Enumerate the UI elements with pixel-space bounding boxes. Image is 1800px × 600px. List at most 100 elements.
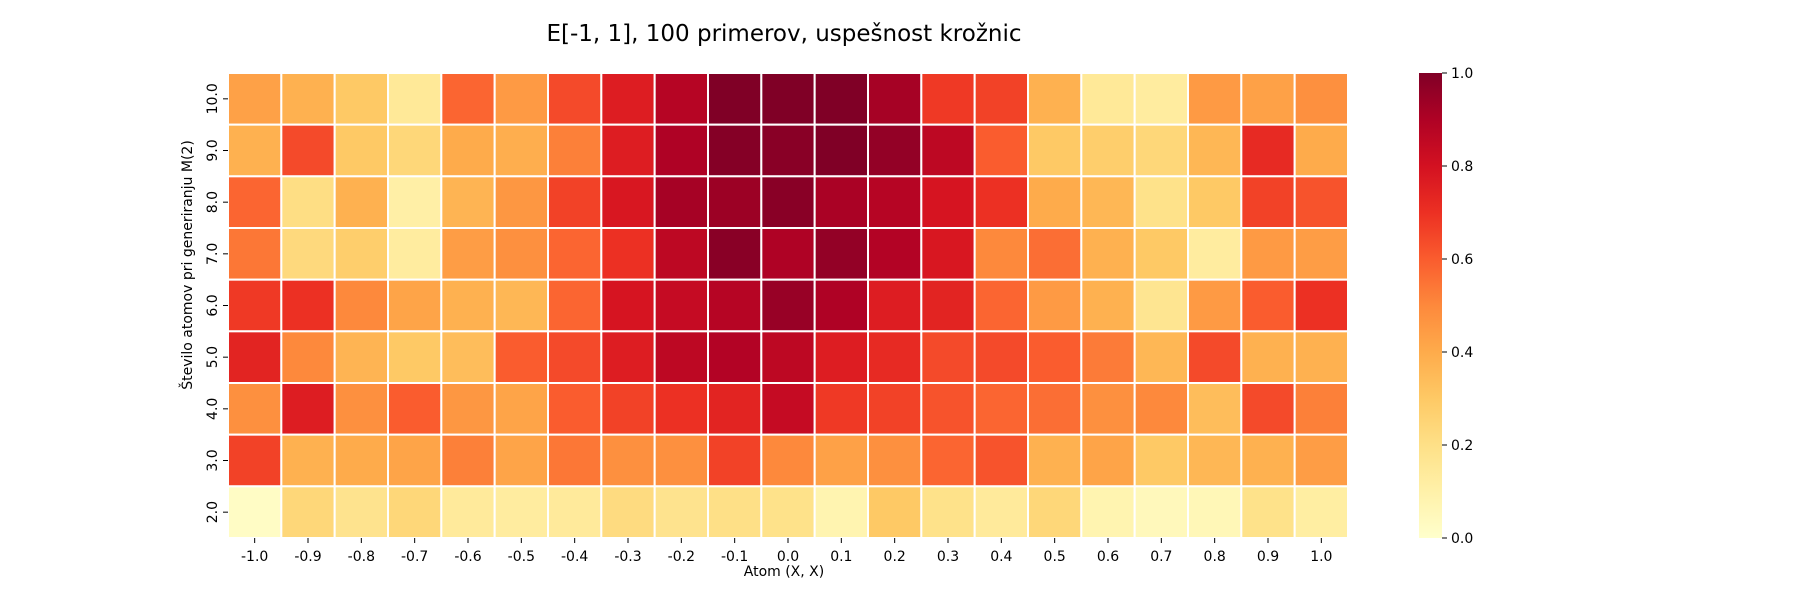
- heatmap-cell: [1240, 72, 1296, 126]
- heatmap-cell: [547, 330, 603, 385]
- heatmap-cell: [227, 227, 283, 281]
- heatmap-cell: [1240, 330, 1296, 385]
- heatmap-cell: [920, 485, 976, 540]
- heatmap-cell: [440, 123, 496, 178]
- heatmap-cell: [1187, 433, 1243, 488]
- x-tick-label: 0.1: [830, 549, 852, 565]
- x-tick-label: 0.3: [937, 549, 959, 565]
- heatmap-cell: [493, 433, 549, 488]
- heatmap-cell: [707, 175, 763, 229]
- heatmap-cell: [1133, 72, 1189, 126]
- heatmap-cell: [493, 227, 549, 281]
- colorbar-tick-label: 0.0: [1451, 531, 1473, 547]
- heatmap-cell: [920, 433, 976, 488]
- heatmap-cell: [920, 382, 976, 436]
- heatmap-cell: [600, 72, 656, 126]
- heatmap-cell: [600, 433, 656, 488]
- heatmap-cell: [600, 278, 656, 333]
- heatmap-cell: [813, 175, 870, 229]
- heatmap-cell: [1133, 330, 1189, 385]
- heatmap-cell: [280, 433, 336, 488]
- x-tick-label: 0.9: [1257, 549, 1279, 565]
- heatmap-cell: [280, 175, 336, 229]
- heatmap-cell: [707, 278, 763, 333]
- heatmap-cell: [600, 330, 656, 385]
- heatmap-cell: [760, 433, 816, 488]
- colorbar: [1419, 73, 1442, 538]
- y-tick-label: 3.0: [205, 449, 221, 471]
- x-tick-label: 0.7: [1150, 549, 1172, 565]
- heatmap-cell: [387, 382, 443, 436]
- colorbar-ticks: 0.0 0.2 0.4 0.6 0.8 1.0: [1442, 66, 1473, 547]
- y-tick-label: 6.0: [205, 294, 221, 316]
- heatmap-cell: [760, 485, 816, 540]
- heatmap-cell: [387, 123, 443, 178]
- x-tick-label: 0.0: [777, 549, 799, 565]
- heatmap-cell: [813, 330, 870, 385]
- heatmap-cell: [1293, 485, 1349, 540]
- heatmap-cell: [600, 175, 656, 229]
- heatmap-cell: [227, 485, 283, 540]
- heatmap-cell: [707, 123, 763, 178]
- heatmap-cell: [760, 382, 816, 436]
- heatmap-cell: [1080, 330, 1136, 385]
- heatmap-cell: [227, 72, 283, 126]
- colorbar-tick-label: 0.2: [1451, 438, 1473, 454]
- heatmap-cell: [813, 72, 870, 126]
- heatmap-cell: [813, 227, 870, 281]
- heatmap-cell: [280, 278, 336, 333]
- heatmap-cell: [813, 123, 870, 178]
- heatmap-cell: [1080, 382, 1136, 436]
- x-axis-label: Atom (X, X): [744, 564, 824, 580]
- heatmap-cell: [440, 433, 496, 488]
- heatmap-cell: [333, 382, 389, 436]
- heatmap-cell: [813, 382, 870, 436]
- heatmap-cell: [493, 72, 549, 126]
- heatmap-cell: [493, 382, 549, 436]
- heatmap-cell: [387, 433, 443, 488]
- heatmap-cell: [493, 485, 549, 540]
- x-tick-label: -1.0: [241, 549, 268, 565]
- heatmap-cell: [600, 123, 656, 178]
- heatmap-cell: [387, 330, 443, 385]
- heatmap-cell: [973, 382, 1030, 436]
- heatmap-cell: [1187, 72, 1243, 126]
- heatmap-cell: [1027, 123, 1083, 178]
- heatmap-cell: [867, 382, 923, 436]
- heatmap-cell: [1293, 433, 1349, 488]
- y-tick-label: 10.0: [205, 83, 221, 114]
- heatmap-cell: [1240, 175, 1296, 229]
- heatmap-cell: [1187, 382, 1243, 436]
- heatmap-cell: [440, 175, 496, 229]
- x-tick-label: -0.2: [668, 549, 695, 565]
- y-tick-label: 8.0: [205, 191, 221, 213]
- heatmap-cell: [387, 485, 443, 540]
- heatmap-cell: [653, 72, 710, 126]
- heatmap-cell: [493, 330, 549, 385]
- heatmap-cell: [333, 278, 389, 333]
- heatmap-cell: [867, 175, 923, 229]
- heatmap-cell: [1187, 123, 1243, 178]
- y-tick-label: 2.0: [205, 501, 221, 523]
- heatmap-cell: [920, 175, 976, 229]
- heatmap-cell: [333, 72, 389, 126]
- heatmap-cell: [440, 330, 496, 385]
- heatmap-cell: [760, 227, 816, 281]
- heatmap-cell: [547, 278, 603, 333]
- heatmap-cell: [1187, 485, 1243, 540]
- heatmap-cell: [280, 72, 336, 126]
- x-tick-label: 0.8: [1204, 549, 1226, 565]
- heatmap-cell: [227, 278, 283, 333]
- colorbar-tick-label: 0.6: [1451, 252, 1473, 268]
- heatmap-cell: [653, 123, 710, 178]
- heatmap-cell: [547, 485, 603, 540]
- heatmap-cell: [440, 278, 496, 333]
- heatmap-cell: [493, 175, 549, 229]
- heatmap-cell: [653, 227, 710, 281]
- heatmap-cell: [280, 330, 336, 385]
- heatmap-cell: [707, 330, 763, 385]
- heatmap-cell: [1133, 485, 1189, 540]
- heatmap-cell: [813, 485, 870, 540]
- heatmap-cell: [547, 382, 603, 436]
- heatmap-cell: [920, 123, 976, 178]
